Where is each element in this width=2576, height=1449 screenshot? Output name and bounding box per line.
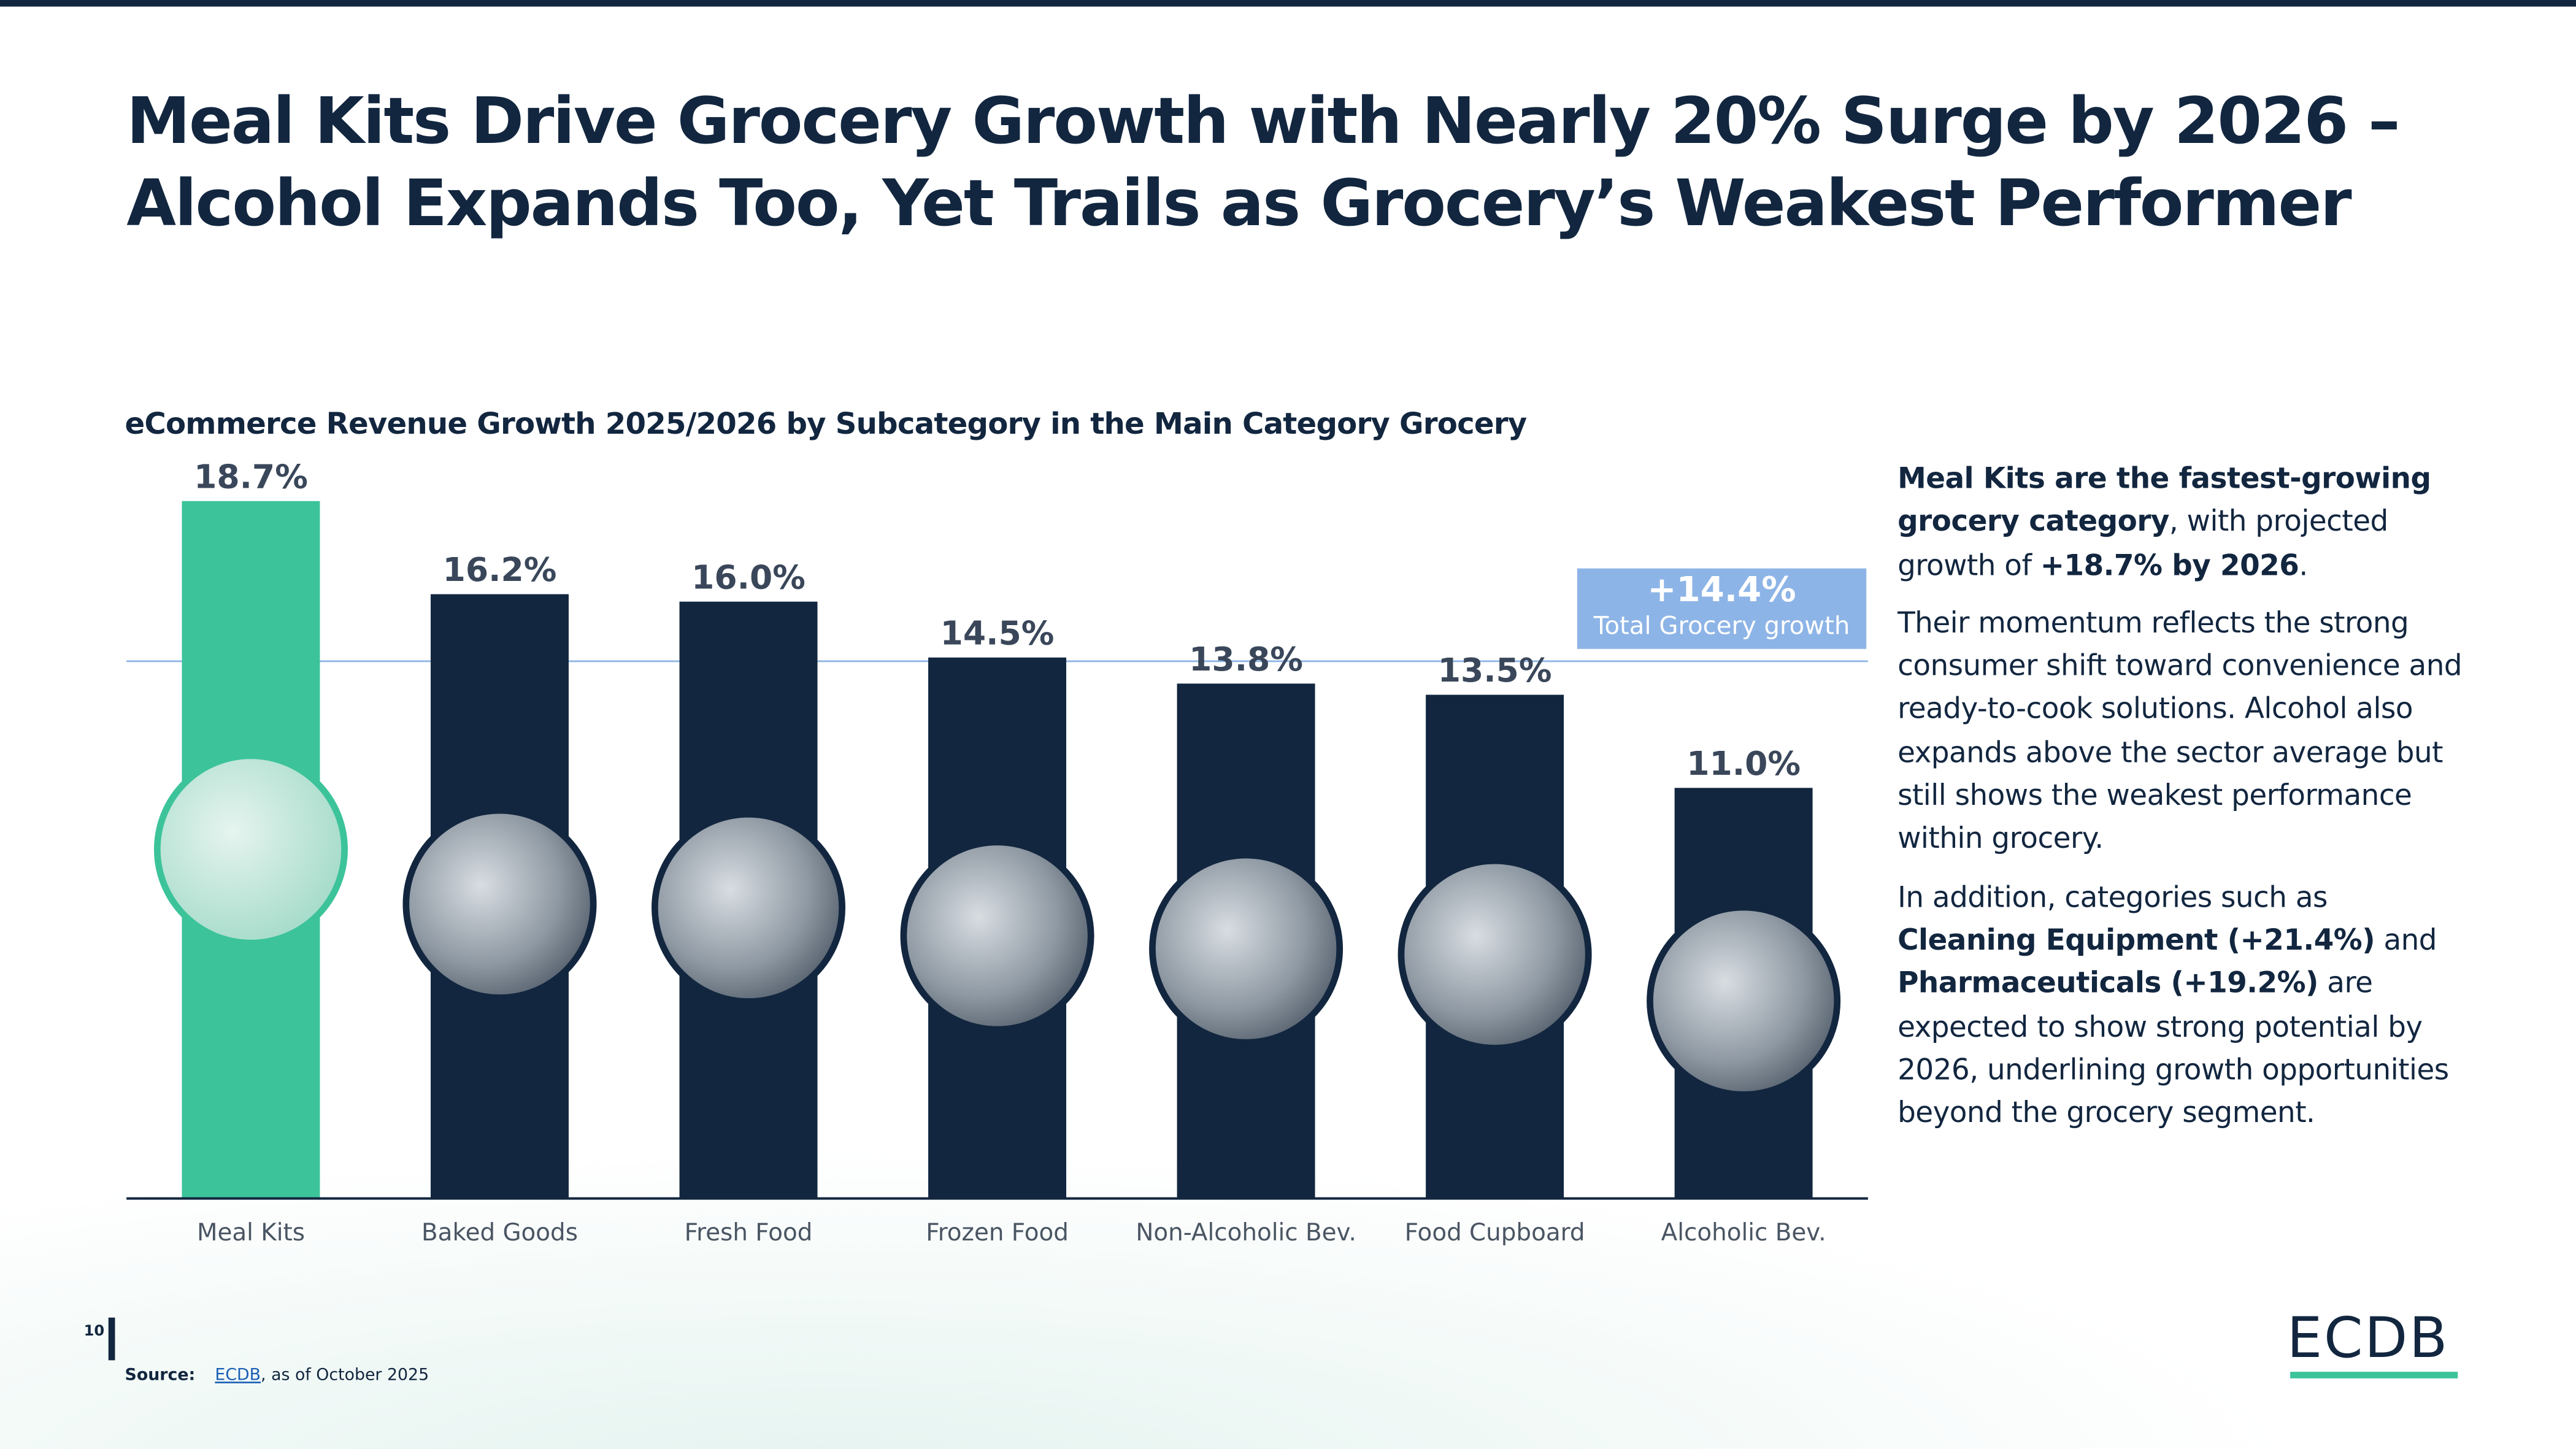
total-growth-label: Total Grocery growth — [1593, 611, 1850, 641]
x-tick-label: Meal Kits — [197, 1219, 305, 1247]
value-label: 11.0% — [1686, 744, 1801, 783]
text-run: Meal Kits are the fastest-growing grocer… — [1897, 463, 2431, 540]
value-label: 16.0% — [691, 558, 805, 596]
text-run: +18.7% by 2026 — [2040, 550, 2299, 583]
category-image-icon — [652, 810, 846, 1005]
category-image-icon — [1647, 904, 1841, 1098]
text-run: Pharmaceuticals (+19.2%) — [1897, 968, 2318, 1001]
text-run: and — [2375, 924, 2437, 958]
category-image-icon — [1398, 857, 1592, 1051]
value-label: 18.7% — [194, 457, 308, 496]
total-growth-value: +14.4% — [1647, 570, 1796, 610]
x-tick-label: Non-Alcoholic Bev. — [1136, 1219, 1356, 1247]
text-run: , with projected growth of — [1897, 506, 2388, 583]
text-run: are expected to show strong potential by… — [1897, 968, 2449, 1131]
x-tick-label: Baked Goods — [421, 1219, 578, 1247]
x-tick-label: Frozen Food — [926, 1219, 1069, 1247]
value-label: 13.8% — [1189, 640, 1303, 678]
x-tick-label: Food Cupboard — [1405, 1219, 1585, 1247]
commentary-p2: Their momentum reflects the strong consu… — [1897, 603, 2472, 863]
text-run: In addition, categories such as — [1897, 882, 2328, 915]
source-date: , as of October 2025 — [261, 1367, 429, 1385]
source-link[interactable]: ECDB — [215, 1367, 261, 1385]
chart-title: eCommerce Revenue Growth 2025/2026 by Su… — [125, 407, 1528, 442]
commentary-p3: In addition, categories such as Cleaning… — [1897, 877, 2472, 1136]
category-image-icon — [900, 839, 1094, 1033]
total-growth-badge: +14.4% Total Grocery growth — [1577, 568, 1867, 649]
commentary-p1: Meal Kits are the fastest-growing grocer… — [1897, 458, 2472, 588]
top-bar — [0, 0, 2576, 7]
value-label: 14.5% — [940, 613, 1055, 652]
text-run: . — [2299, 550, 2308, 583]
source-note: Source: ECDB, as of October 2025 — [125, 1367, 429, 1385]
value-label: 13.5% — [1438, 651, 1552, 690]
x-tick-label: Alcoholic Bev. — [1661, 1219, 1826, 1247]
source-label: Source: — [125, 1367, 196, 1385]
page-title: Meal Kits Drive Grocery Growth with Near… — [126, 85, 2400, 242]
ecdb-logo: ECDB — [2286, 1306, 2450, 1372]
text-run: Cleaning Equipment (+21.4%) — [1897, 924, 2375, 958]
category-image-icon — [402, 807, 597, 1001]
category-image-icon — [1149, 851, 1344, 1046]
commentary: Meal Kits are the fastest-growing grocer… — [1897, 458, 2472, 1151]
text-run: Their momentum reflects the strong consu… — [1897, 607, 2463, 857]
category-image-icon — [153, 752, 348, 947]
value-label: 16.2% — [443, 550, 557, 589]
page-marker — [108, 1317, 115, 1361]
logo-underline — [2290, 1372, 2458, 1378]
page-number: 10 — [83, 1324, 105, 1341]
x-tick-label: Fresh Food — [685, 1219, 813, 1247]
